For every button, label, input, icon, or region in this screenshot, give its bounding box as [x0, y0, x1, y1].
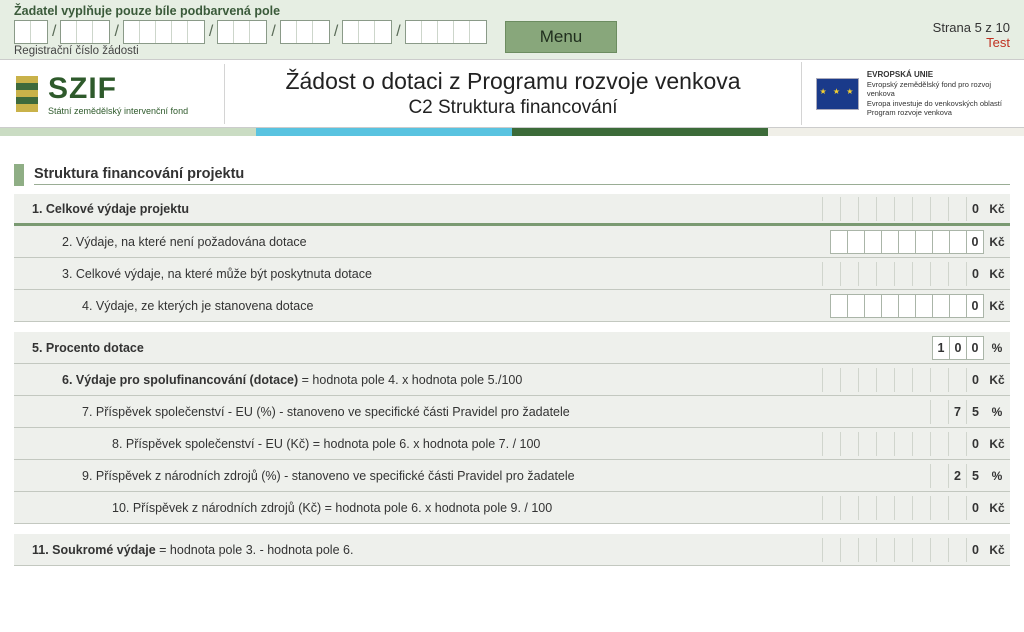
- table-row: 8. Příspěvek společenství - EU (Kč) = ho…: [14, 428, 1010, 460]
- section-title: Struktura financování projektu: [34, 166, 1010, 185]
- rows-container: 1. Celkové výdaje projektu0Kč2. Výdaje, …: [14, 194, 1010, 566]
- table-row: 2. Výdaje, na které není požadována dota…: [14, 226, 1010, 258]
- unit-label: Kč: [984, 267, 1010, 281]
- value-cells: 0Kč: [822, 496, 1010, 520]
- table-row: 7. Příspěvek společenství - EU (%) - sta…: [14, 396, 1010, 428]
- eu-text: EVROPSKÁ UNIE Evropský zemědělský fond p…: [867, 70, 1010, 118]
- row-label: 11. Soukromé výdaje = hodnota pole 3. - …: [14, 543, 822, 557]
- eu-flag-icon: [816, 78, 859, 110]
- row-label: 2. Výdaje, na které není požadována dota…: [14, 235, 831, 249]
- value-cells: 0Kč: [822, 197, 1010, 221]
- table-row: 4. Výdaje, ze kterých je stanovena dotac…: [14, 290, 1010, 322]
- eu-line3: Program rozvoje venkova: [867, 108, 952, 117]
- szif-text: SZIF Státní zemědělský intervenční fond: [48, 72, 188, 116]
- szif-fullname: Státní zemědělský intervenční fond: [48, 106, 188, 116]
- row-label: 10. Příspěvek z národních zdrojů (Kč) = …: [14, 501, 822, 515]
- szif-logo-block: SZIF Státní zemědělský intervenční fond: [0, 64, 225, 124]
- eu-line1: Evropský zemědělský fond pro rozvoj venk…: [867, 80, 991, 98]
- content: Struktura financování projektu 1. Celkov…: [0, 164, 1024, 580]
- menu-button[interactable]: Menu: [505, 21, 618, 53]
- value-cells: 75%: [930, 400, 1010, 424]
- registration-block: ////// Registrační číslo žádosti: [14, 20, 487, 57]
- unit-label: Kč: [984, 501, 1010, 515]
- row-label: 5. Procento dotace: [14, 341, 933, 355]
- reg-group[interactable]: [280, 20, 330, 44]
- value-cells: 0Kč: [822, 538, 1010, 562]
- unit-label: Kč: [984, 543, 1010, 557]
- value-cells: 25%: [930, 464, 1010, 488]
- row-label: 8. Příspěvek společenství - EU (Kč) = ho…: [14, 437, 822, 451]
- reg-group[interactable]: [14, 20, 48, 44]
- value-cells: 0Kč: [822, 432, 1010, 456]
- unit-label: Kč: [984, 202, 1010, 216]
- value-cells[interactable]: 0Kč: [831, 294, 1010, 318]
- eu-title: EVROPSKÁ UNIE: [867, 70, 933, 79]
- table-row: 6. Výdaje pro spolufinancování (dotace) …: [14, 364, 1010, 396]
- unit-label: %: [984, 341, 1010, 355]
- value-cells[interactable]: 100%: [933, 336, 1010, 360]
- reg-group[interactable]: [405, 20, 487, 44]
- table-row: 1. Celkové výdaje projektu0Kč: [14, 194, 1010, 226]
- top-strip: Žadatel vyplňuje pouze bíle podbarvená p…: [0, 0, 1024, 59]
- eu-line2: Evropa investuje do venkovských oblastí: [867, 99, 1002, 108]
- row-label: 3. Celkové výdaje, na které může být pos…: [14, 267, 822, 281]
- top-right: Strana 5 z 10 Test: [933, 20, 1010, 50]
- banner-title-block: Žádost o dotaci z Programu rozvoje venko…: [225, 60, 801, 127]
- reg-group[interactable]: [217, 20, 267, 44]
- spacer: [0, 136, 1024, 164]
- reg-group[interactable]: [123, 20, 205, 44]
- unit-label: Kč: [984, 299, 1010, 313]
- accent-bar: [0, 128, 1024, 136]
- row-label: 1. Celkové výdaje projektu: [14, 202, 822, 216]
- table-row: 3. Celkové výdaje, na které může být pos…: [14, 258, 1010, 290]
- banner: SZIF Státní zemědělský intervenční fond …: [0, 59, 1024, 128]
- test-label: Test: [933, 35, 1010, 50]
- szif-acronym: SZIF: [48, 72, 188, 106]
- table-row: 5. Procento dotace100%: [14, 332, 1010, 364]
- unit-label: Kč: [984, 437, 1010, 451]
- top-row: ////// Registrační číslo žádosti Menu St…: [14, 20, 1010, 57]
- page-indicator: Strana 5 z 10: [933, 20, 1010, 35]
- eu-block: EVROPSKÁ UNIE Evropský zemědělský fond p…: [801, 62, 1024, 126]
- value-cells[interactable]: 0Kč: [831, 230, 1010, 254]
- section-header: Struktura financování projektu: [14, 164, 1010, 186]
- row-label: 7. Příspěvek společenství - EU (%) - sta…: [14, 405, 930, 419]
- reg-group[interactable]: [60, 20, 110, 44]
- value-cells: 0Kč: [822, 368, 1010, 392]
- szif-flag-icon: [16, 76, 38, 112]
- section-tick-icon: [14, 164, 24, 186]
- unit-label: %: [984, 469, 1010, 483]
- table-row: 9. Příspěvek z národních zdrojů (%) - st…: [14, 460, 1010, 492]
- fill-note: Žadatel vyplňuje pouze bíle podbarvená p…: [14, 4, 1010, 18]
- value-cells: 0Kč: [822, 262, 1010, 286]
- reg-group[interactable]: [342, 20, 392, 44]
- unit-label: Kč: [984, 235, 1010, 249]
- row-label: 9. Příspěvek z národních zdrojů (%) - st…: [14, 469, 930, 483]
- page-subtitle: C2 Struktura financování: [235, 97, 791, 119]
- page: Žadatel vyplňuje pouze bíle podbarvená p…: [0, 0, 1024, 580]
- unit-label: %: [984, 405, 1010, 419]
- page-title: Žádost o dotaci z Programu rozvoje venko…: [235, 68, 791, 95]
- table-row: 10. Příspěvek z národních zdrojů (Kč) = …: [14, 492, 1010, 524]
- table-row: 11. Soukromé výdaje = hodnota pole 3. - …: [14, 534, 1010, 566]
- registration-boxes: //////: [14, 20, 487, 44]
- row-label: 4. Výdaje, ze kterých je stanovena dotac…: [14, 299, 831, 313]
- row-label: 6. Výdaje pro spolufinancování (dotace) …: [14, 373, 822, 387]
- registration-label: Registrační číslo žádosti: [14, 45, 487, 57]
- unit-label: Kč: [984, 373, 1010, 387]
